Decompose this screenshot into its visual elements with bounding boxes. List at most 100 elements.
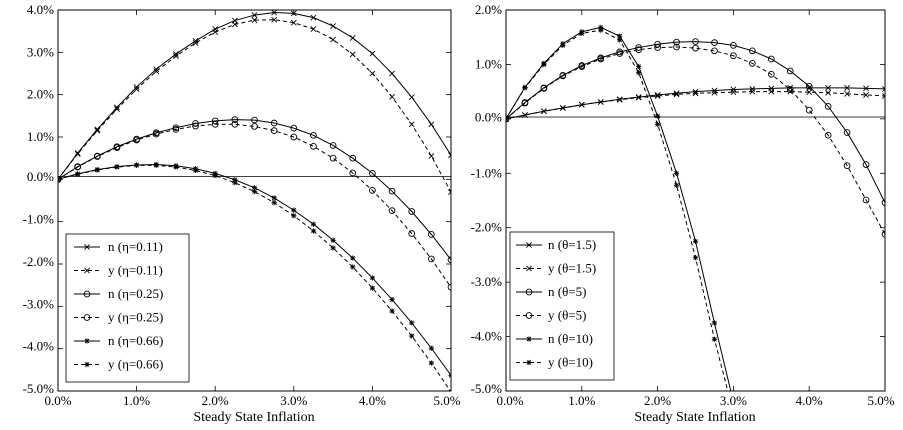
right-legend-label-4: n (θ=10) <box>548 331 593 346</box>
left-series-3-point-4 <box>133 136 140 144</box>
left-legend-marker-0 <box>84 244 90 250</box>
right-legend-label-0: n (θ=1.5) <box>548 237 596 252</box>
left-series-1 <box>58 16 451 195</box>
right-series-3-point-0 <box>506 115 510 123</box>
right-series-3-point-17 <box>824 131 832 139</box>
left-y-tick-label-5: -1.0% <box>23 212 55 227</box>
right-series-5-point-8 <box>655 121 661 127</box>
left-series-3-point-0 <box>58 175 62 183</box>
left-series-3-point-20 <box>447 283 451 291</box>
left-series-1-point-5 <box>153 68 160 75</box>
right-series-3-point-3 <box>559 72 567 80</box>
left-series-4-point-13 <box>310 221 317 227</box>
right-series-4-point-9 <box>673 170 680 176</box>
left-series-3-point-1 <box>74 163 82 171</box>
left-series-5-point-18 <box>409 333 415 339</box>
left-series-4-point-12 <box>291 207 297 213</box>
right-series-0-point-20 <box>882 86 885 92</box>
left-y-tick-label-3: 1.0% <box>27 129 54 144</box>
right-series-3-point-15 <box>786 86 794 93</box>
right-x-tick-label-2: 2.0% <box>644 393 671 408</box>
left-series-1-point-7 <box>192 40 199 46</box>
right-series-2-point-16 <box>805 82 813 90</box>
left-series-0-point-16 <box>369 50 376 57</box>
left-series-5-point-12 <box>291 213 297 219</box>
left-series-0-point-17 <box>389 70 395 77</box>
left-series-4-point-18 <box>409 320 415 326</box>
left-series-0-point-4 <box>133 84 140 90</box>
left-series-1-point-12 <box>290 19 297 26</box>
left-series-5-point-2 <box>94 167 100 173</box>
left-chart-panel: 0.0% 1.0% 2.0% 3.0% 4.0% 5.0% 4.0% 3.0% … <box>23 2 461 425</box>
left-series-group <box>58 10 451 391</box>
left-series-1-point-6 <box>172 53 179 60</box>
right-series-2-point-14 <box>767 55 775 63</box>
left-y-tick-label-2: 2.0% <box>27 87 54 102</box>
left-series-5 <box>58 162 451 391</box>
left-legend-label-3: y (η=0.25) <box>108 310 163 325</box>
left-legend-sample-0 <box>74 244 100 250</box>
right-legend-sample-3 <box>516 312 542 319</box>
left-series-4-point-10 <box>251 185 258 191</box>
left-legend-sample-3 <box>74 314 100 321</box>
left-series-2-point-14 <box>329 142 337 149</box>
right-series-1 <box>506 88 885 122</box>
left-series-4-point-19 <box>428 345 434 351</box>
left-series-5-point-1 <box>75 171 81 177</box>
left-series-3-point-9 <box>231 120 239 128</box>
right-series-2-point-17 <box>824 102 832 110</box>
left-series-1-point-16 <box>369 70 376 77</box>
left-series-4-point-17 <box>389 296 395 303</box>
left-y-tick-label-7: -3.0% <box>23 296 55 311</box>
right-series-3-point-4 <box>578 63 586 70</box>
right-series-3 <box>506 43 885 238</box>
right-legend-marker-4 <box>526 336 532 342</box>
left-legend-label-5: y (η=0.66) <box>108 357 163 372</box>
right-series-3-point-11 <box>711 47 718 55</box>
left-legend-sample-1 <box>74 267 100 274</box>
left-series-4-point-15 <box>350 255 356 261</box>
left-series-3-point-17 <box>388 207 396 215</box>
right-series-1-point-19 <box>863 91 869 98</box>
right-legend-sample-2 <box>516 288 542 296</box>
right-y-tick-label-0: 2.0% <box>475 2 502 17</box>
right-series-5-point-6 <box>617 37 623 43</box>
left-legend-label-0: n (η=0.11) <box>108 239 163 254</box>
right-chart-panel: 0.0% 1.0% 2.0% 3.0% 4.0% 5.0% 2.0% 1.0% … <box>471 2 895 425</box>
left-legend-label-1: y (η=0.11) <box>108 263 163 278</box>
right-ticks <box>505 9 886 392</box>
left-series-5-point-20 <box>448 389 451 391</box>
left-y-tick-label-0: 4.0% <box>27 2 54 17</box>
left-series-5-point-0 <box>58 176 61 182</box>
left-series-2-point-6 <box>172 124 180 132</box>
right-series-0-point-8 <box>654 91 661 98</box>
left-series-5-point-17 <box>389 308 395 314</box>
left-series-1-point-4 <box>133 86 140 93</box>
left-x-tick-label-3: 3.0% <box>280 393 307 408</box>
left-series-0-point-15 <box>349 35 356 41</box>
left-x-tick-label-2: 2.0% <box>202 393 229 408</box>
left-series-3-point-2 <box>93 153 101 160</box>
right-x-axis-label: Steady State Inflation <box>634 410 755 425</box>
right-series-5-point-2 <box>541 61 547 68</box>
left-x-axis-label: Steady State Inflation <box>193 410 314 425</box>
right-y-tick-label-6: -4.0% <box>471 329 503 344</box>
left-series-4-point-16 <box>369 275 375 281</box>
right-series-3-point-6 <box>616 50 624 57</box>
left-series-1-point-1 <box>74 151 81 157</box>
left-series-5-point-9 <box>232 180 238 186</box>
right-legend-marker-0 <box>526 242 532 248</box>
left-series-1-point-9 <box>231 21 238 28</box>
right-series-1-point-16 <box>806 89 813 96</box>
right-series-5-point-3 <box>560 42 566 48</box>
left-series-3-point-8 <box>211 120 219 128</box>
left-series-5-point-8 <box>212 172 218 179</box>
left-series-2-point-18 <box>408 208 416 215</box>
left-series-3-point-5 <box>152 130 160 138</box>
right-legend-label-5: y (θ=10) <box>548 355 593 370</box>
left-series-5-point-14 <box>330 245 336 251</box>
right-legend-marker-1 <box>526 265 532 272</box>
right-legend-box <box>509 231 615 381</box>
left-series-4-point-11 <box>271 195 277 201</box>
right-legend-label-2: n (θ=5) <box>548 284 586 299</box>
